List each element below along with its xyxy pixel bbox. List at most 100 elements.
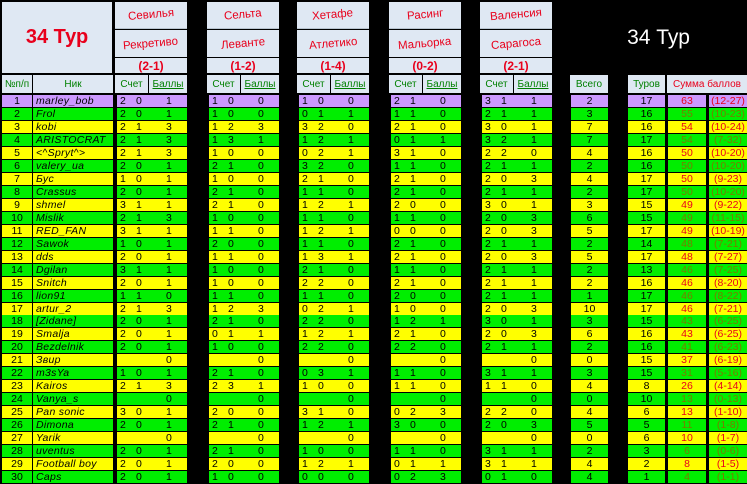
predicted-home-goals: 1 xyxy=(302,458,308,471)
match-prediction: 0 xyxy=(209,393,279,406)
tours-column-header: Туров xyxy=(628,75,665,93)
predicted-home-goals: 2 xyxy=(485,172,491,185)
match-points: 1 xyxy=(440,458,446,471)
predicted-away-goals: 1 xyxy=(318,185,324,198)
points-column-header[interactable]: Баллы xyxy=(331,75,369,93)
points-column-header[interactable]: Баллы xyxy=(423,75,461,93)
predicted-away-goals: 2 xyxy=(228,120,234,133)
points-column-header[interactable]: Баллы xyxy=(241,75,279,93)
predicted-home-goals: 2 xyxy=(394,172,400,185)
points-column-header[interactable]: Баллы xyxy=(514,75,552,93)
points-column-header[interactable]: Баллы xyxy=(149,75,187,93)
match-points: 0 xyxy=(531,146,537,159)
match-points: 0 xyxy=(348,185,354,198)
predicted-home-goals: 1 xyxy=(212,120,218,133)
predicted-home-goals: 2 xyxy=(394,95,400,107)
predicted-home-goals: 2 xyxy=(485,185,491,198)
predicted-home-goals: 1 xyxy=(212,263,218,276)
row-number: 26 xyxy=(2,419,32,432)
points-sum: 46 xyxy=(668,302,706,315)
predicted-home-goals: 2 xyxy=(212,159,218,172)
home-team-name: Севилья xyxy=(127,7,175,23)
predicted-away-goals: 1 xyxy=(228,367,234,380)
predicted-away-goals: 1 xyxy=(136,133,142,146)
match-points: 0 xyxy=(258,172,264,185)
predicted-away-goals: 2 xyxy=(318,146,324,159)
predicted-home-goals: 2 xyxy=(485,224,491,237)
total-points: 10 xyxy=(571,302,608,315)
predicted-away-goals: 1 xyxy=(501,263,507,276)
predicted-away-goals: 0 xyxy=(501,328,507,341)
predicted-home-goals: 2 xyxy=(120,120,126,133)
match-points: 1 xyxy=(531,315,537,328)
row-number: 17 xyxy=(2,302,32,315)
player-nick: Звир xyxy=(33,354,113,367)
row-number: 11 xyxy=(2,224,32,237)
tours-count: 17 xyxy=(628,133,665,146)
player-nick: Sawok xyxy=(33,237,113,250)
match-prediction: 0 xyxy=(209,354,279,367)
match-points: 0 xyxy=(258,393,264,406)
table-row: 3 kobi 2 1 3 1 2 3 3 2 0 2 1 0 3 0 1 7 16 54 (10-24) xyxy=(0,120,747,134)
match-points: 1 xyxy=(166,185,172,198)
predicted-away-goals: 0 xyxy=(136,159,142,172)
match-prediction: 0 xyxy=(117,354,187,367)
match-points: 0 xyxy=(440,445,446,458)
match-points: 1 xyxy=(531,445,537,458)
match-points: 0 xyxy=(440,107,446,120)
match-points: 1 xyxy=(348,133,354,146)
total-points: 4 xyxy=(571,406,608,419)
total-points: 2 xyxy=(571,95,608,107)
match-points: 0 xyxy=(440,393,446,406)
predicted-away-goals: 1 xyxy=(501,445,507,458)
home-team-name: Сельта xyxy=(223,7,263,23)
predicted-home-goals: 2 xyxy=(394,276,400,289)
player-nick: Dimona xyxy=(33,419,113,432)
predicted-home-goals: 2 xyxy=(485,328,491,341)
predicted-home-goals: 2 xyxy=(302,172,308,185)
predicted-home-goals: 2 xyxy=(212,198,218,211)
predicted-away-goals: 0 xyxy=(228,471,234,484)
player-nick: lion91 xyxy=(33,289,113,302)
match-points: 1 xyxy=(166,172,172,185)
total-column-header: Всего xyxy=(570,75,608,93)
predicted-away-goals: 2 xyxy=(501,146,507,159)
total-points: 6 xyxy=(571,211,608,224)
points-range: (8-22) xyxy=(709,289,747,302)
total-points: 4 xyxy=(571,146,608,159)
predicted-away-goals: 0 xyxy=(501,302,507,315)
match-away-team: Рекретиво xyxy=(115,30,187,57)
match-away-team: Атлетико xyxy=(297,30,369,57)
predicted-away-goals: 1 xyxy=(501,367,507,380)
predicted-away-goals: 1 xyxy=(228,328,234,341)
match-prediction: 0 xyxy=(209,432,279,445)
table-row: 18 [Zidane] 2 0 1 2 1 0 2 2 0 1 2 1 3 0 1 3 15 43 (6-25) xyxy=(0,315,747,328)
tours-count: 16 xyxy=(628,341,665,354)
predicted-away-goals: 1 xyxy=(318,237,324,250)
player-nick: Frol xyxy=(33,107,113,120)
predicted-home-goals: 3 xyxy=(485,95,491,107)
left-tour-title: 34 Тур xyxy=(2,2,112,73)
tours-count: 17 xyxy=(628,95,665,107)
match-points: 0 xyxy=(440,120,446,133)
match-points: 0 xyxy=(531,471,537,484)
predicted-home-goals: 2 xyxy=(485,406,491,419)
match-away-team: Леванте xyxy=(207,30,279,57)
points-sum: 6 xyxy=(668,445,706,458)
predicted-away-goals: 2 xyxy=(410,471,416,484)
predicted-away-goals: 1 xyxy=(228,159,234,172)
